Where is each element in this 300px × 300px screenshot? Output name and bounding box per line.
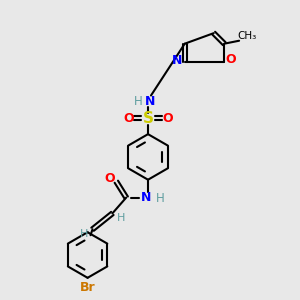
Text: H: H: [80, 229, 88, 239]
Text: CH₃: CH₃: [237, 31, 257, 41]
Text: O: O: [104, 172, 115, 185]
Text: O: O: [163, 112, 173, 125]
Text: H: H: [155, 192, 164, 205]
Text: O: O: [226, 52, 236, 66]
Text: H: H: [117, 213, 125, 224]
Text: N: N: [145, 95, 155, 108]
Text: S: S: [142, 111, 154, 126]
Text: N: N: [172, 54, 182, 67]
Text: O: O: [123, 112, 134, 125]
Text: Br: Br: [80, 281, 95, 294]
Text: N: N: [141, 191, 151, 204]
Text: H: H: [134, 95, 142, 108]
